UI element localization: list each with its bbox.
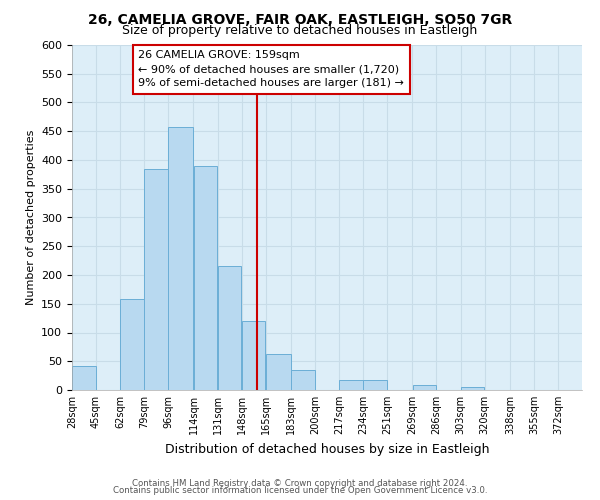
X-axis label: Distribution of detached houses by size in Eastleigh: Distribution of detached houses by size …: [165, 442, 489, 456]
Bar: [194, 166, 217, 390]
Bar: [144, 168, 168, 390]
Bar: [339, 380, 363, 390]
Bar: [120, 299, 144, 390]
Bar: [363, 380, 387, 390]
Bar: [242, 321, 265, 390]
Text: Size of property relative to detached houses in Eastleigh: Size of property relative to detached ho…: [122, 24, 478, 37]
Bar: [413, 386, 436, 390]
Bar: [461, 387, 484, 390]
Bar: [218, 266, 241, 390]
Text: 26, CAMELIA GROVE, FAIR OAK, EASTLEIGH, SO50 7GR: 26, CAMELIA GROVE, FAIR OAK, EASTLEIGH, …: [88, 12, 512, 26]
Text: Contains HM Land Registry data © Crown copyright and database right 2024.: Contains HM Land Registry data © Crown c…: [132, 478, 468, 488]
Bar: [168, 127, 193, 390]
Text: Contains public sector information licensed under the Open Government Licence v3: Contains public sector information licen…: [113, 486, 487, 495]
Text: 26 CAMELIA GROVE: 159sqm
← 90% of detached houses are smaller (1,720)
9% of semi: 26 CAMELIA GROVE: 159sqm ← 90% of detach…: [139, 50, 404, 88]
Bar: [72, 366, 96, 390]
Bar: [266, 354, 291, 390]
Y-axis label: Number of detached properties: Number of detached properties: [26, 130, 35, 305]
Bar: [291, 370, 315, 390]
